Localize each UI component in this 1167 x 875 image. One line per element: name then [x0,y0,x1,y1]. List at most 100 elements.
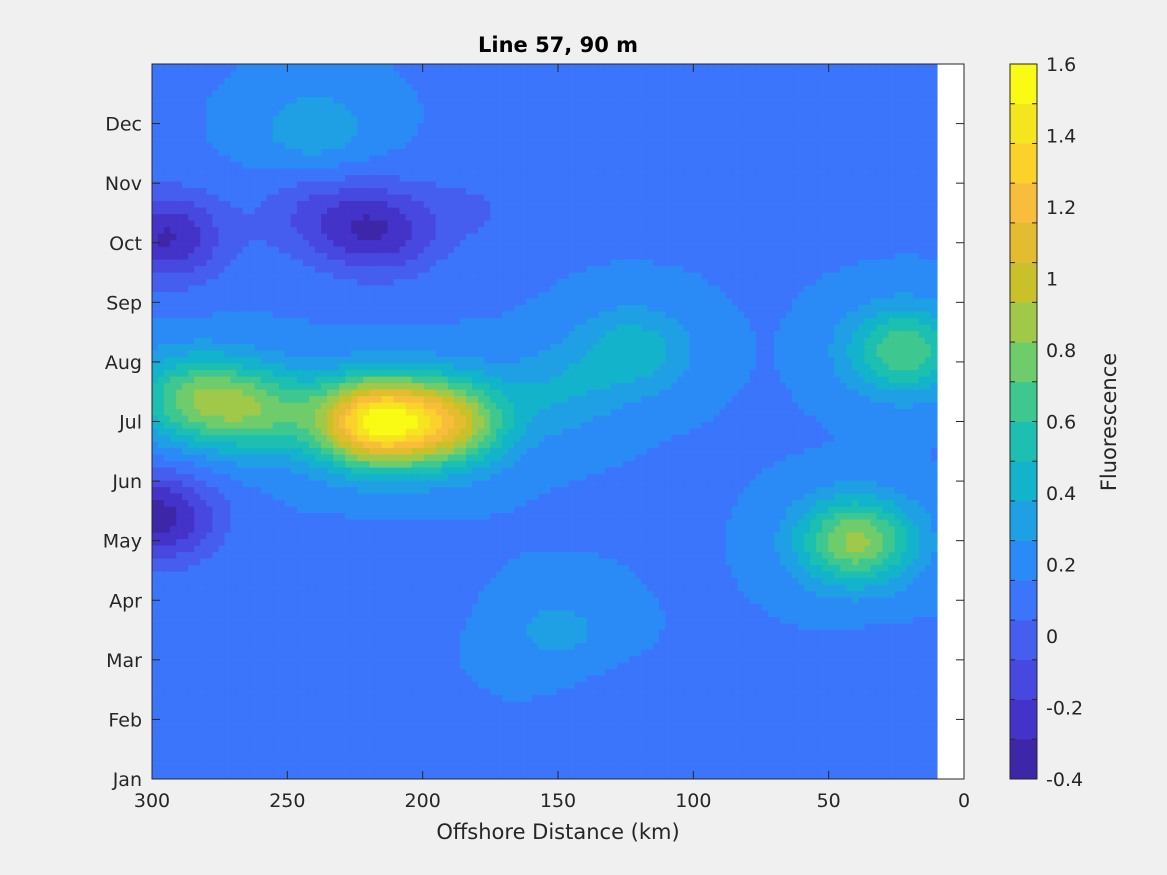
heat-cell [677,590,684,598]
heat-cell [188,668,195,676]
heat-cell [864,571,872,579]
heat-cell [592,649,600,657]
heat-cell [580,714,588,722]
heat-cell [828,681,835,689]
heat-cell [544,590,552,598]
heat-cell [924,772,932,779]
heat-cell [767,629,775,637]
heat-cell [713,564,721,572]
heat-cell [447,655,455,663]
heat-cell [677,759,684,767]
heat-cell [152,642,159,650]
heat-cell [816,746,823,754]
heat-cell [804,577,811,585]
heat-cell [236,675,244,683]
heat-cell [870,701,878,709]
heat-cell [574,766,582,774]
heat-cell [586,545,594,553]
heat-cell [538,610,546,618]
heat-cell [381,740,389,748]
heat-cell [152,720,159,728]
heat-cell [351,623,358,631]
heat-cell [610,714,618,722]
heat-cell [822,707,829,715]
heat-cell [381,662,389,670]
heat-cell [327,688,334,696]
heat-cell [725,688,733,696]
heat-cell [586,766,594,774]
heat-cell [918,571,926,579]
heat-cell [182,714,189,722]
heat-cell [345,603,352,611]
heat-cell [242,772,250,779]
heat-cell [804,707,811,715]
heat-cell [411,766,419,774]
heat-cell [816,753,823,761]
heat-cell [544,655,552,663]
heat-cell [574,610,582,618]
heat-cell [556,558,564,566]
heat-cell [453,759,461,767]
heat-cell [858,642,866,650]
heat-cell [230,603,238,611]
heat-cell [598,616,606,624]
heat-cell [296,590,304,598]
heat-cell [743,577,751,585]
heat-cell [580,558,588,566]
heat-cell [520,727,527,735]
heat-cell [580,707,588,715]
heat-cell [212,707,220,715]
heat-cell [447,590,455,598]
heat-cell [182,525,189,533]
heat-cell [182,603,189,611]
heat-cell [912,753,920,761]
heat-cell [417,668,425,676]
heat-cell [399,707,407,715]
heat-cell [852,766,860,774]
heat-cell [677,538,684,546]
heat-cell [846,668,853,676]
heat-cell [194,766,201,774]
heat-cell [417,727,425,735]
heat-cell [308,759,316,767]
heat-cell [556,636,564,644]
heat-cell [478,714,485,722]
heat-cell [429,759,437,767]
heat-cell [846,584,853,592]
heat-cell [858,610,866,618]
heat-cell [411,616,419,624]
heat-cell [586,603,594,611]
heat-cell [218,772,226,779]
heat-cell [441,688,449,696]
heat-cell [206,707,213,715]
heat-cell [176,616,183,624]
heat-cell [719,740,727,748]
heat-cell [870,538,878,546]
heat-cell [339,772,346,779]
heat-cell [532,577,540,585]
heat-cell [327,610,334,618]
heat-cell [610,577,618,585]
heat-cell [333,525,340,533]
heat-cell [381,538,389,546]
heat-cell [755,714,763,722]
heat-cell [882,603,890,611]
heat-cell [188,662,195,670]
heat-cell [308,623,316,631]
heat-cell [641,701,648,709]
heat-cell [375,571,383,579]
heat-cell [478,688,485,696]
heat-cell [363,753,370,761]
heat-cell [888,564,896,572]
heat-cell [393,772,401,779]
heat-cell [447,616,455,624]
heat-cell [906,577,914,585]
heat-cell [224,759,232,767]
heat-cell [260,766,268,774]
heat-cell [870,590,878,598]
heat-cell [236,577,244,585]
heat-cell [284,668,292,676]
heat-cell [327,746,334,754]
heat-cell [544,603,552,611]
heat-cell [894,733,902,741]
